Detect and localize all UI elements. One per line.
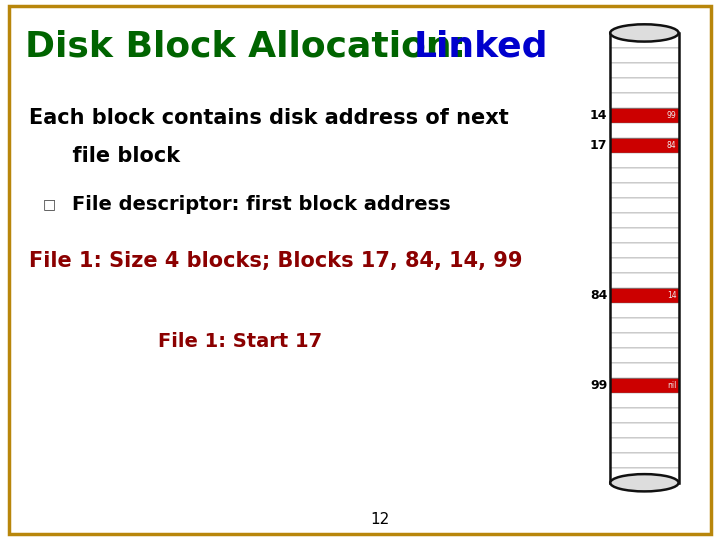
Bar bbox=[611, 153, 679, 168]
Bar bbox=[611, 288, 679, 303]
Bar bbox=[611, 333, 679, 348]
Bar bbox=[611, 438, 679, 453]
Text: 17: 17 bbox=[590, 139, 608, 152]
Bar bbox=[611, 378, 679, 393]
Bar bbox=[611, 123, 679, 138]
Bar bbox=[611, 33, 679, 48]
Bar bbox=[611, 48, 679, 63]
Bar bbox=[611, 108, 679, 123]
Bar bbox=[611, 33, 679, 483]
Text: nil: nil bbox=[667, 381, 677, 390]
Bar bbox=[611, 78, 679, 93]
Bar bbox=[611, 138, 679, 153]
Bar bbox=[611, 213, 679, 228]
Text: Linked: Linked bbox=[414, 30, 549, 64]
Text: 99: 99 bbox=[667, 111, 677, 120]
Bar bbox=[611, 423, 679, 438]
Text: □: □ bbox=[43, 197, 56, 211]
Bar bbox=[611, 243, 679, 258]
Ellipse shape bbox=[610, 24, 679, 42]
Bar bbox=[611, 348, 679, 363]
Bar bbox=[611, 318, 679, 333]
Bar bbox=[611, 273, 679, 288]
Text: 12: 12 bbox=[371, 511, 390, 526]
FancyBboxPatch shape bbox=[9, 6, 711, 534]
Bar bbox=[611, 63, 679, 78]
Bar bbox=[611, 258, 679, 273]
Bar bbox=[611, 363, 679, 378]
Text: 99: 99 bbox=[590, 379, 608, 392]
Text: 84: 84 bbox=[590, 289, 608, 302]
Text: File descriptor: first block address: File descriptor: first block address bbox=[72, 195, 451, 214]
Bar bbox=[611, 453, 679, 468]
Ellipse shape bbox=[610, 474, 679, 491]
Bar bbox=[611, 228, 679, 243]
Bar bbox=[611, 393, 679, 408]
Text: 14: 14 bbox=[667, 291, 677, 300]
Text: Disk Block Allocation:: Disk Block Allocation: bbox=[25, 30, 479, 64]
Bar bbox=[611, 198, 679, 213]
Bar bbox=[611, 408, 679, 423]
Text: File 1: Size 4 blocks; Blocks 17, 84, 14, 99: File 1: Size 4 blocks; Blocks 17, 84, 14… bbox=[29, 251, 522, 271]
Bar bbox=[611, 93, 679, 108]
Bar bbox=[611, 183, 679, 198]
Text: Each block contains disk address of next: Each block contains disk address of next bbox=[29, 108, 508, 128]
Bar bbox=[611, 468, 679, 483]
Bar bbox=[611, 303, 679, 318]
Bar bbox=[611, 168, 679, 183]
Text: 84: 84 bbox=[667, 141, 677, 150]
Text: 14: 14 bbox=[590, 109, 608, 122]
Text: file block: file block bbox=[29, 146, 180, 166]
Text: File 1: Start 17: File 1: Start 17 bbox=[158, 332, 323, 351]
